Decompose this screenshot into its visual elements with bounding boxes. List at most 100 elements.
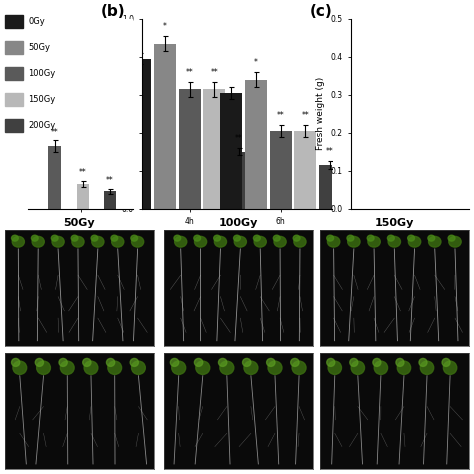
Circle shape: [428, 237, 441, 247]
Text: 50Gy: 50Gy: [28, 43, 50, 52]
Text: **: **: [106, 176, 114, 185]
Circle shape: [347, 235, 354, 241]
Circle shape: [32, 237, 44, 247]
Y-axis label: Fresh weight (g): Fresh weight (g): [316, 77, 325, 150]
Circle shape: [194, 358, 203, 366]
Bar: [104, 191, 116, 209]
Circle shape: [408, 237, 421, 247]
Circle shape: [428, 235, 435, 241]
Circle shape: [60, 361, 74, 374]
Circle shape: [293, 235, 300, 241]
Bar: [154, 44, 176, 209]
Circle shape: [12, 237, 24, 247]
Circle shape: [36, 361, 50, 374]
Circle shape: [234, 235, 240, 241]
Text: **: **: [326, 147, 334, 156]
Circle shape: [351, 361, 365, 374]
Circle shape: [274, 237, 286, 247]
Circle shape: [397, 361, 410, 374]
Text: **: **: [51, 128, 58, 137]
Circle shape: [111, 235, 118, 241]
Circle shape: [214, 235, 220, 241]
Circle shape: [84, 361, 98, 374]
Text: 150Gy: 150Gy: [28, 95, 55, 104]
Circle shape: [13, 361, 27, 374]
Circle shape: [72, 237, 84, 247]
Bar: [270, 131, 292, 209]
Circle shape: [387, 235, 394, 241]
Text: 0Gy: 0Gy: [28, 17, 45, 26]
Bar: [294, 131, 316, 209]
Circle shape: [292, 361, 306, 374]
Circle shape: [172, 361, 186, 374]
Title: 100Gy: 100Gy: [219, 218, 258, 228]
Bar: [228, 152, 250, 209]
Circle shape: [194, 237, 207, 247]
Circle shape: [11, 235, 18, 241]
Circle shape: [131, 237, 144, 247]
Circle shape: [254, 237, 266, 247]
Bar: [319, 165, 341, 209]
Circle shape: [328, 361, 341, 374]
Text: (c): (c): [309, 4, 332, 19]
Circle shape: [367, 235, 374, 241]
Circle shape: [174, 237, 187, 247]
Bar: [245, 80, 267, 209]
Text: **: **: [235, 134, 243, 143]
Bar: [203, 89, 225, 209]
Circle shape: [174, 235, 181, 241]
Circle shape: [35, 358, 44, 366]
Bar: [220, 93, 242, 209]
Bar: [48, 146, 61, 209]
Text: **: **: [277, 111, 284, 120]
Circle shape: [327, 358, 335, 366]
Circle shape: [219, 358, 227, 366]
Text: **: **: [186, 68, 193, 77]
Circle shape: [350, 358, 358, 366]
Circle shape: [11, 358, 20, 366]
Bar: [179, 89, 201, 209]
Circle shape: [268, 361, 282, 374]
Circle shape: [196, 361, 210, 374]
Text: (b): (b): [100, 4, 125, 19]
Circle shape: [59, 358, 67, 366]
Circle shape: [254, 235, 260, 241]
Circle shape: [52, 237, 64, 247]
Circle shape: [244, 361, 258, 374]
Circle shape: [194, 235, 201, 241]
Circle shape: [91, 235, 98, 241]
Text: 100Gy: 100Gy: [28, 69, 55, 78]
Circle shape: [31, 235, 38, 241]
Circle shape: [291, 358, 299, 366]
Text: **: **: [301, 111, 309, 120]
Circle shape: [112, 237, 124, 247]
Circle shape: [273, 235, 280, 241]
Circle shape: [449, 237, 461, 247]
Circle shape: [368, 237, 380, 247]
Bar: [129, 59, 151, 209]
Circle shape: [448, 235, 455, 241]
Circle shape: [327, 235, 334, 241]
Circle shape: [442, 358, 450, 366]
Y-axis label: Root length (cm): Root length (cm): [107, 76, 116, 152]
Circle shape: [71, 235, 78, 241]
Text: **: **: [210, 68, 218, 77]
Circle shape: [243, 358, 251, 366]
Text: *: *: [163, 22, 167, 31]
Circle shape: [130, 358, 138, 366]
Circle shape: [214, 237, 227, 247]
Title: 150Gy: 150Gy: [375, 218, 414, 228]
Text: *: *: [254, 58, 258, 67]
Circle shape: [170, 358, 179, 366]
Circle shape: [266, 358, 275, 366]
Bar: [77, 184, 89, 209]
Text: **: **: [79, 168, 87, 177]
Circle shape: [419, 358, 427, 366]
Circle shape: [374, 361, 388, 374]
Circle shape: [373, 358, 381, 366]
Title: 50Gy: 50Gy: [64, 218, 95, 228]
Circle shape: [51, 235, 58, 241]
Circle shape: [108, 361, 122, 374]
Circle shape: [294, 237, 306, 247]
Circle shape: [408, 235, 415, 241]
